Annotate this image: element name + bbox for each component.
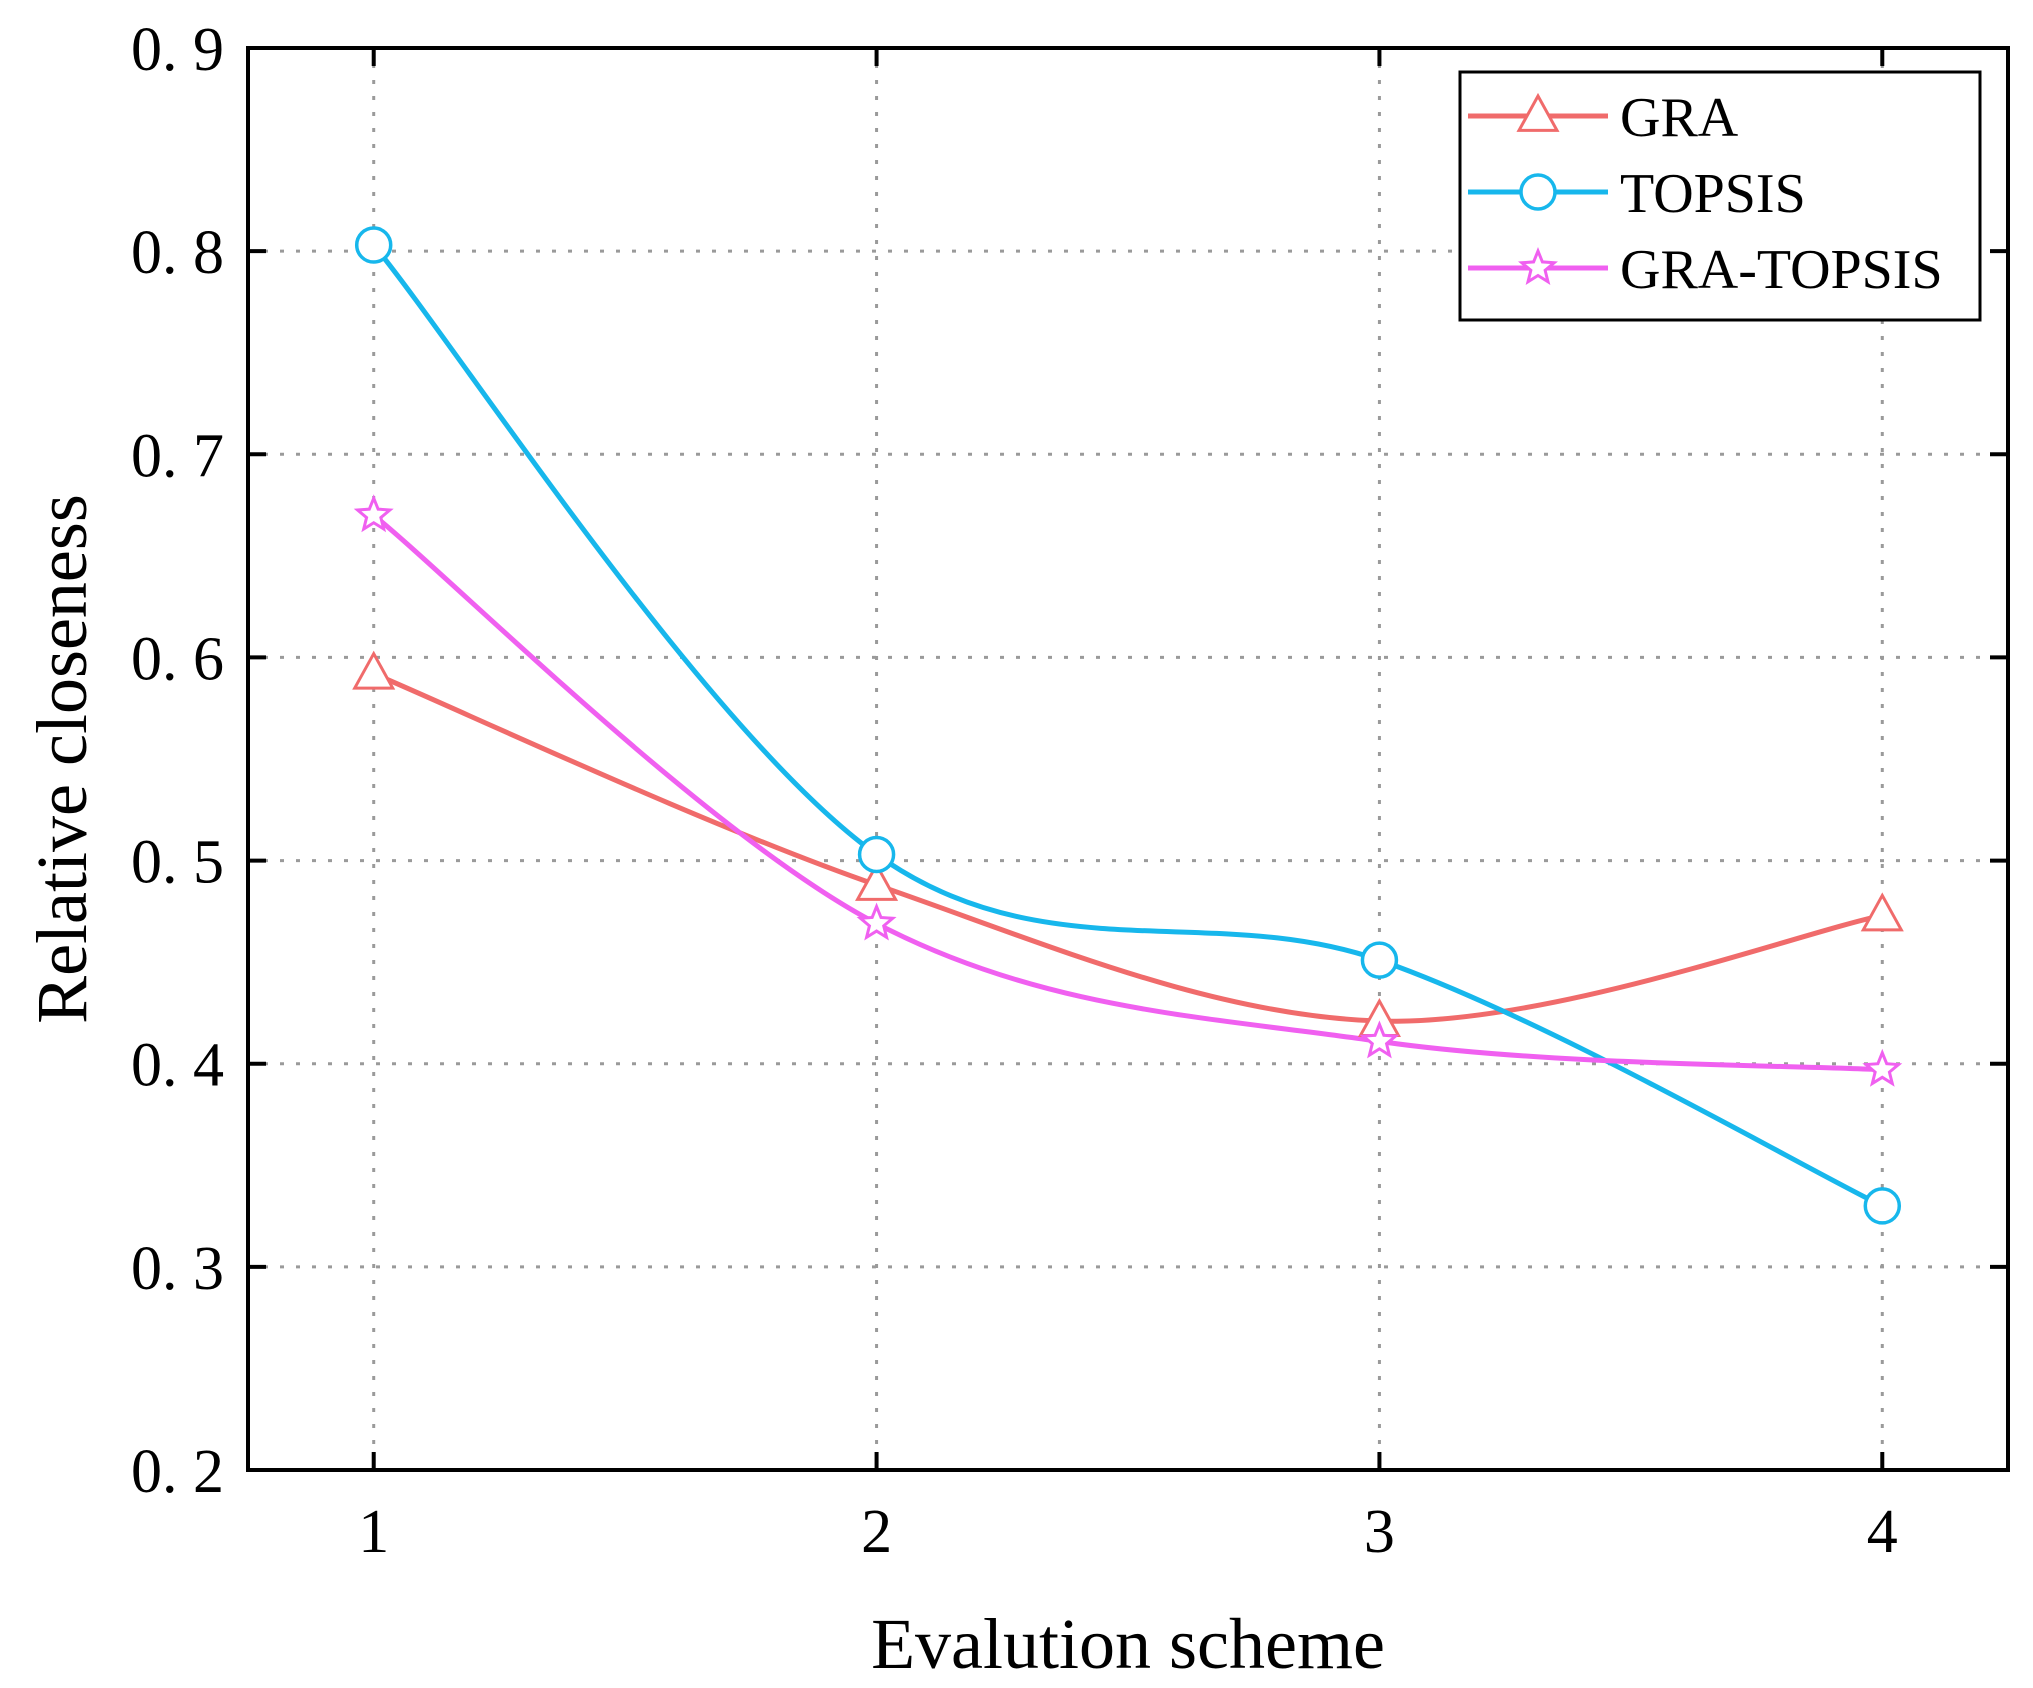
data-point-gra-topsis	[1862, 1048, 1903, 1087]
x-tick-label: 1	[358, 1498, 389, 1566]
legend-marker-gra	[1516, 92, 1560, 132]
y-axis-title: Relative closeness	[22, 494, 102, 1024]
legend-marker-topsis	[1519, 173, 1557, 211]
y-tick-label: 0. 2	[131, 1438, 224, 1506]
y-tick-label: 0. 9	[131, 16, 224, 84]
legend-label-gra: GRA	[1620, 87, 1739, 149]
y-tick-labels: 0. 2 0. 3 0. 4 0. 5 0. 6 0. 7 0. 8 0. 9	[131, 16, 224, 1506]
legend-label-topsis: TOPSIS	[1620, 163, 1806, 225]
series-markers	[352, 226, 1904, 1225]
x-axis-title: Evalution scheme	[871, 1604, 1385, 1684]
series-line-topsis	[371, 242, 1885, 1209]
data-point-topsis	[1863, 1187, 1902, 1225]
grid-lines	[248, 48, 2008, 1470]
data-point-topsis	[857, 835, 896, 874]
x-tick-label: 3	[1364, 1498, 1395, 1566]
legend: GRA TOPSIS GRA-TOPSIS	[1458, 70, 1982, 322]
series-lines	[371, 242, 1885, 1209]
data-point-gra-topsis	[1359, 1020, 1400, 1059]
y-tick-label: 0. 5	[131, 829, 224, 897]
y-tick-label: 0. 3	[131, 1235, 224, 1303]
data-point-gra	[352, 650, 396, 690]
y-tick-label: 0. 4	[131, 1032, 224, 1100]
x-tick-label: 2	[861, 1498, 892, 1566]
x-tick-labels: 1 2 3 4	[358, 1498, 1898, 1566]
data-point-gra-topsis	[353, 494, 394, 533]
series-line-gra-topsis	[371, 512, 1885, 1073]
data-point-gra	[1860, 892, 1904, 932]
y-tick-label: 0. 7	[131, 422, 224, 490]
legend-marker-gra-topsis	[1518, 246, 1558, 285]
data-point-gra-topsis	[856, 902, 897, 941]
data-point-gra	[855, 861, 899, 901]
plot-frame	[246, 46, 2010, 1472]
legend-label-gra-topsis: GRA-TOPSIS	[1620, 239, 1943, 301]
data-point-topsis	[354, 226, 393, 264]
series-line-gra	[371, 671, 1885, 1024]
x-tick-label: 4	[1867, 1498, 1898, 1566]
data-point-topsis	[1360, 941, 1399, 979]
y-tick-label: 0. 8	[131, 219, 224, 287]
axis-ticks	[248, 46, 2008, 1472]
y-tick-label: 0. 6	[131, 625, 224, 693]
